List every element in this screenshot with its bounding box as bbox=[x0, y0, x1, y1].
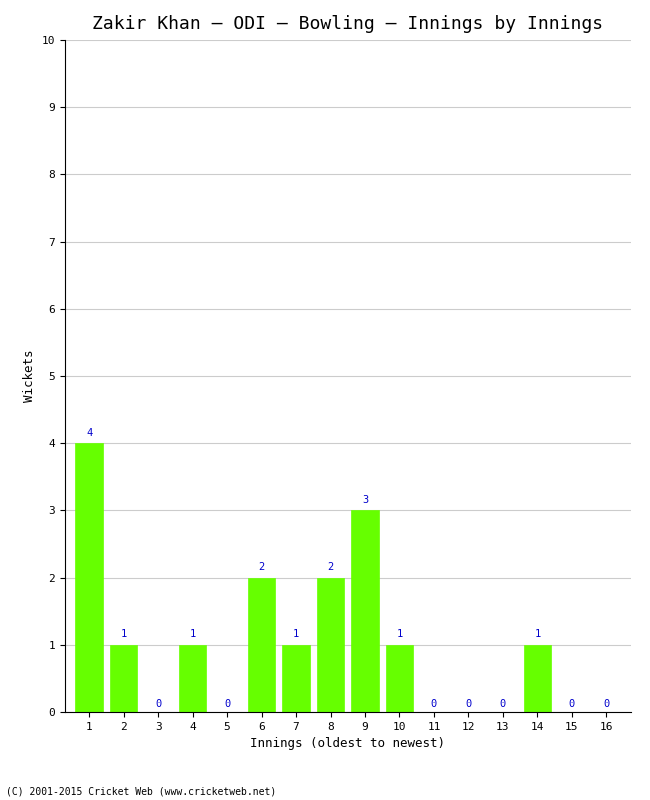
Text: 2: 2 bbox=[259, 562, 265, 572]
Bar bbox=[179, 645, 207, 712]
Text: 0: 0 bbox=[465, 698, 471, 709]
Title: Zakir Khan – ODI – Bowling – Innings by Innings: Zakir Khan – ODI – Bowling – Innings by … bbox=[92, 15, 603, 33]
Text: 1: 1 bbox=[189, 630, 196, 639]
Bar bbox=[110, 645, 137, 712]
X-axis label: Innings (oldest to newest): Innings (oldest to newest) bbox=[250, 738, 445, 750]
Bar bbox=[282, 645, 310, 712]
Y-axis label: Wickets: Wickets bbox=[23, 350, 36, 402]
Text: 4: 4 bbox=[86, 428, 92, 438]
Bar bbox=[351, 510, 379, 712]
Text: 2: 2 bbox=[328, 562, 333, 572]
Text: 0: 0 bbox=[603, 698, 610, 709]
Text: 0: 0 bbox=[224, 698, 230, 709]
Text: 0: 0 bbox=[431, 698, 437, 709]
Text: 1: 1 bbox=[534, 630, 541, 639]
Text: 1: 1 bbox=[396, 630, 402, 639]
Bar bbox=[75, 443, 103, 712]
Text: 0: 0 bbox=[569, 698, 575, 709]
Text: 0: 0 bbox=[155, 698, 161, 709]
Bar bbox=[248, 578, 276, 712]
Bar bbox=[317, 578, 345, 712]
Bar bbox=[385, 645, 413, 712]
Text: (C) 2001-2015 Cricket Web (www.cricketweb.net): (C) 2001-2015 Cricket Web (www.cricketwe… bbox=[6, 786, 277, 796]
Text: 1: 1 bbox=[120, 630, 127, 639]
Text: 1: 1 bbox=[293, 630, 299, 639]
Text: 0: 0 bbox=[500, 698, 506, 709]
Bar bbox=[524, 645, 551, 712]
Text: 3: 3 bbox=[362, 495, 368, 505]
